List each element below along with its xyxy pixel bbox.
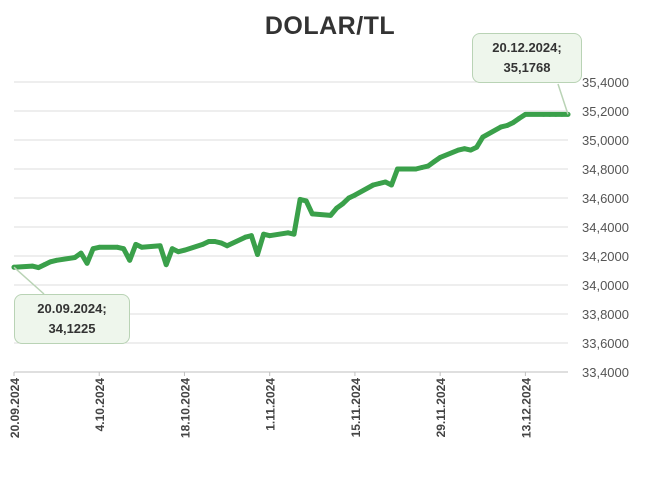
data-point xyxy=(504,123,510,128)
data-point xyxy=(523,112,528,117)
data-point xyxy=(334,205,340,211)
data-point xyxy=(115,244,120,250)
data-point xyxy=(565,112,571,117)
data-point xyxy=(48,259,53,265)
y-tick-label: 34,2000 xyxy=(582,249,629,264)
data-point xyxy=(383,179,388,185)
data-point xyxy=(78,250,84,256)
data-point xyxy=(431,159,437,165)
data-point xyxy=(285,230,291,236)
data-point xyxy=(425,163,431,169)
data-point xyxy=(29,263,35,269)
data-point xyxy=(182,247,187,253)
y-tick-label: 33,6000 xyxy=(582,336,629,351)
end-annotation-date: 20.12.2024; xyxy=(492,40,562,55)
data-point xyxy=(346,195,352,201)
y-tick-label: 35,2000 xyxy=(582,104,629,119)
data-point xyxy=(224,243,230,249)
data-point xyxy=(127,257,133,263)
x-tick-label: 4.10.2024 xyxy=(93,378,107,432)
data-point xyxy=(328,213,333,218)
data-point xyxy=(474,144,480,150)
end-annotation: 20.12.2024; 35,1768 xyxy=(472,33,582,83)
data-point xyxy=(72,255,78,260)
data-point xyxy=(121,246,126,252)
data-point xyxy=(480,134,486,140)
data-point xyxy=(462,146,467,152)
data-point xyxy=(36,265,41,270)
start-annotation-value: 34,1225 xyxy=(48,321,96,336)
data-point xyxy=(163,262,169,268)
x-tick-label: 29.11.2024 xyxy=(434,378,448,438)
data-point xyxy=(242,234,248,240)
data-point xyxy=(90,246,96,252)
data-point xyxy=(456,147,461,153)
y-tick-label: 33,4000 xyxy=(582,365,629,380)
data-point xyxy=(541,112,546,117)
data-point xyxy=(516,115,522,121)
start-annotation-leader xyxy=(13,266,45,295)
y-tick-label: 35,0000 xyxy=(582,133,629,148)
data-point xyxy=(553,112,559,117)
end-annotation-value: 35,1768 xyxy=(503,60,551,75)
data-point xyxy=(133,242,139,247)
y-tick-label: 34,4000 xyxy=(582,220,629,235)
data-point xyxy=(437,155,443,160)
data-point xyxy=(212,239,218,244)
x-tick-label: 13.12.2024 xyxy=(519,378,533,438)
data-point xyxy=(559,112,565,117)
data-point xyxy=(169,246,175,252)
chart-title: DOLAR/TL xyxy=(264,12,396,40)
data-point xyxy=(84,260,90,266)
data-point xyxy=(498,124,504,130)
end-annotation-leader xyxy=(557,83,569,115)
data-point xyxy=(340,201,346,207)
data-point xyxy=(395,166,400,172)
data-point xyxy=(42,262,47,268)
data-point xyxy=(468,147,473,153)
data-point xyxy=(297,197,303,202)
data-point xyxy=(139,244,145,250)
data-point xyxy=(352,192,358,198)
data-point xyxy=(389,182,394,188)
data-point xyxy=(176,249,181,255)
start-annotation-date: 20.09.2024; xyxy=(37,301,107,316)
data-point xyxy=(547,112,553,117)
data-point xyxy=(206,239,212,244)
data-point xyxy=(96,244,102,250)
data-point xyxy=(54,257,59,263)
data-point xyxy=(157,243,163,249)
data-point xyxy=(200,242,206,247)
data-point xyxy=(370,182,376,188)
data-point xyxy=(261,231,266,237)
data-point xyxy=(510,120,516,125)
x-tick-label: 1.11.2024 xyxy=(264,378,278,431)
y-tick-label: 34,6000 xyxy=(582,191,629,206)
data-point xyxy=(291,231,297,237)
data-point xyxy=(255,252,260,257)
x-tick-label: 20.09.2024 xyxy=(8,378,22,438)
x-tick-label: 18.10.2024 xyxy=(178,378,192,438)
data-point xyxy=(218,240,224,246)
data-point xyxy=(303,198,309,204)
x-tick-label: 15.11.2024 xyxy=(349,378,363,438)
y-tick-label: 34,0000 xyxy=(582,278,629,293)
y-tick-label: 33,8000 xyxy=(582,307,629,322)
data-point xyxy=(376,181,382,186)
y-tick-label: 34,8000 xyxy=(582,162,629,177)
start-annotation: 20.09.2024; 34,1225 xyxy=(14,294,130,344)
data-point xyxy=(419,165,425,170)
data-point xyxy=(249,233,254,239)
data-point xyxy=(413,166,419,172)
y-tick-label: 35,4000 xyxy=(582,75,629,90)
data-point xyxy=(309,211,315,217)
data-point xyxy=(267,233,273,239)
